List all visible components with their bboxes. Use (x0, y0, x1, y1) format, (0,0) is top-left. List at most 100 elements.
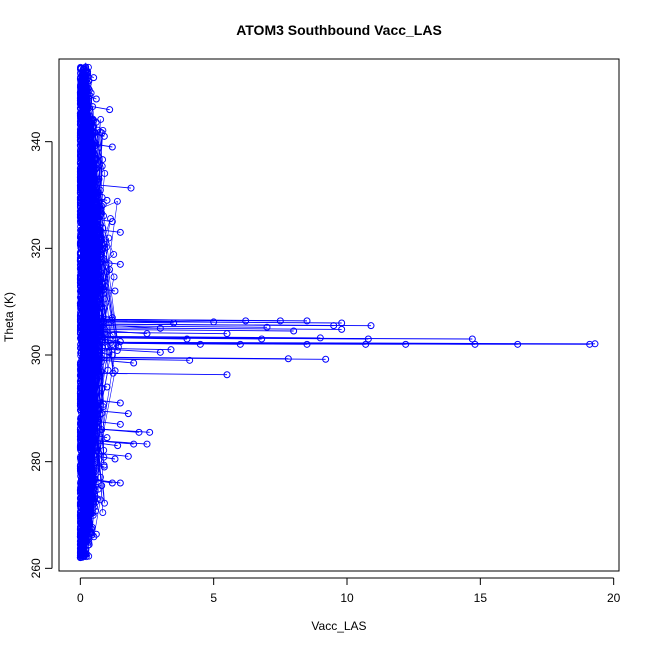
data-point (86, 296, 94, 304)
data-point (338, 319, 346, 327)
data-point (88, 390, 96, 398)
data-point (130, 440, 138, 448)
data-point (77, 242, 84, 249)
data-point (143, 330, 151, 338)
data-point (77, 171, 85, 179)
series-line (85, 94, 97, 100)
data-point (85, 86, 93, 94)
series-line (82, 518, 87, 524)
series-line (85, 454, 116, 460)
data-point (77, 282, 84, 290)
data-point (95, 404, 103, 412)
data-point (76, 201, 84, 209)
data-point (258, 335, 266, 343)
series-line (85, 227, 121, 233)
data-point (78, 184, 86, 192)
data-point (88, 201, 95, 209)
data-point (263, 323, 271, 331)
data-point (84, 385, 92, 393)
data-point (116, 338, 124, 346)
series-line (85, 435, 89, 441)
data-point (77, 299, 85, 307)
data-point (76, 117, 84, 125)
data-point (76, 279, 84, 286)
data-point (80, 494, 88, 502)
data-point (79, 91, 87, 99)
data-point (113, 347, 121, 354)
data-point (79, 386, 87, 394)
data-point (77, 230, 85, 238)
data-point (127, 184, 135, 192)
data-point (330, 322, 338, 330)
series-line (85, 350, 113, 356)
data-point (80, 313, 88, 321)
x-tick-label: 5 (210, 591, 217, 605)
data-point (83, 537, 91, 545)
series-line (85, 529, 97, 535)
data-point (77, 96, 85, 104)
data-point (96, 371, 104, 379)
data-point (91, 129, 99, 137)
series-line (85, 174, 100, 180)
plot-frame (58, 58, 620, 572)
data-point (76, 300, 84, 308)
data-point (98, 384, 106, 392)
series-line (85, 331, 228, 335)
data-point (92, 241, 99, 249)
data-point (90, 415, 98, 423)
data-point (76, 196, 84, 204)
data-point (95, 199, 103, 207)
data-point (78, 547, 86, 555)
data-point (130, 359, 138, 367)
series-line (85, 183, 132, 189)
data-point (110, 273, 118, 281)
data-point (95, 314, 102, 322)
data-point (79, 407, 87, 415)
series-line (85, 341, 596, 345)
data-point (78, 99, 86, 107)
data-point (86, 484, 94, 492)
data-point (82, 490, 90, 498)
data-point (143, 440, 151, 448)
data-point (87, 471, 95, 479)
data-point (156, 348, 164, 356)
data-point (79, 126, 86, 134)
series-line (85, 398, 121, 404)
data-point (98, 482, 106, 490)
data-point (76, 132, 84, 140)
x-tick-label: 15 (474, 591, 488, 605)
series-line (85, 318, 308, 322)
series-line (85, 335, 321, 339)
data-point (322, 355, 330, 363)
data-point (108, 314, 116, 322)
data-point (77, 504, 85, 511)
data-point (223, 330, 231, 338)
data-point (77, 84, 85, 92)
data-point (284, 355, 292, 363)
data-point (105, 234, 113, 242)
series-line (85, 366, 94, 372)
data-point (90, 271, 98, 279)
data-point (92, 299, 100, 307)
data-point (77, 64, 84, 72)
data-point (76, 322, 84, 330)
y-tick-label: 300 (29, 345, 43, 365)
series-line (85, 393, 89, 398)
series-line (85, 414, 94, 420)
data-point (78, 530, 86, 538)
data-point (402, 340, 410, 348)
data-point (98, 280, 106, 288)
data-point (98, 303, 106, 311)
x-tick-label: 20 (607, 591, 621, 605)
data-point (108, 351, 116, 359)
y-tick-label: 320 (29, 238, 43, 258)
series-line (85, 275, 97, 281)
series-line (85, 382, 108, 388)
data-point (80, 505, 88, 513)
data-point (80, 201, 88, 209)
data-point (99, 344, 106, 352)
data-point (78, 420, 86, 428)
data-point (77, 87, 85, 95)
